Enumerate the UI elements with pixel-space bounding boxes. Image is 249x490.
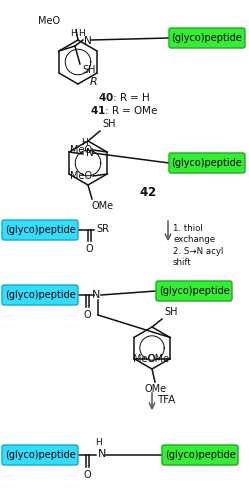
Text: MeO: MeO [70, 171, 92, 181]
Text: MeO: MeO [133, 353, 155, 364]
Text: SH: SH [82, 65, 95, 75]
Text: N: N [86, 148, 94, 158]
Text: (glyco)peptide: (glyco)peptide [5, 225, 75, 235]
FancyBboxPatch shape [162, 445, 238, 465]
Text: H: H [79, 29, 85, 38]
Text: OMe: OMe [148, 353, 170, 364]
Text: MeO: MeO [38, 16, 60, 26]
Text: R: R [90, 77, 98, 87]
Text: (glyco)peptide: (glyco)peptide [159, 286, 229, 296]
Text: (glyco)peptide: (glyco)peptide [5, 290, 75, 300]
FancyBboxPatch shape [2, 220, 78, 240]
Text: $\bf{42}$: $\bf{42}$ [139, 186, 157, 198]
FancyBboxPatch shape [169, 28, 245, 48]
Text: O: O [83, 310, 91, 320]
Text: SH: SH [102, 119, 116, 129]
Text: O: O [85, 244, 93, 254]
FancyBboxPatch shape [2, 445, 78, 465]
Text: $\bf{40}$: R = H: $\bf{40}$: R = H [98, 91, 150, 103]
Text: SH: SH [164, 307, 178, 317]
Text: $\bf{41}$: R = OMe: $\bf{41}$: R = OMe [90, 104, 158, 116]
Text: N: N [92, 290, 100, 300]
FancyBboxPatch shape [156, 281, 232, 301]
FancyBboxPatch shape [169, 153, 245, 173]
Text: SR: SR [96, 224, 109, 234]
FancyBboxPatch shape [2, 285, 78, 305]
Text: N: N [84, 36, 92, 46]
Text: O: O [83, 470, 91, 480]
Text: H: H [95, 438, 101, 447]
Text: (glyco)peptide: (glyco)peptide [172, 158, 242, 168]
Text: OMe: OMe [92, 201, 114, 211]
Text: H: H [70, 29, 77, 38]
Text: (glyco)peptide: (glyco)peptide [165, 450, 235, 460]
Text: 1. thiol
exchange
2. S→N acyl
shift: 1. thiol exchange 2. S→N acyl shift [173, 224, 223, 268]
Text: (glyco)peptide: (glyco)peptide [172, 33, 242, 43]
Text: (glyco)peptide: (glyco)peptide [5, 450, 75, 460]
Text: MeO: MeO [70, 145, 92, 155]
Text: H: H [82, 138, 88, 147]
Text: OMe: OMe [145, 384, 167, 394]
Text: TFA: TFA [157, 395, 175, 405]
Text: N: N [98, 449, 106, 459]
